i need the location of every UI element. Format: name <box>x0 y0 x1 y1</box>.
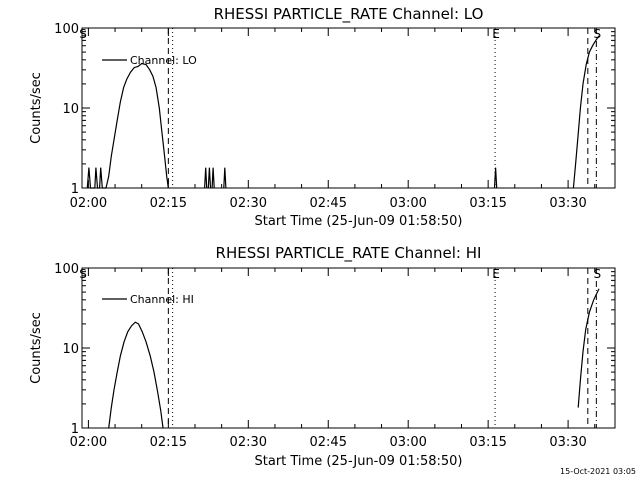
series-line <box>86 62 169 189</box>
x-tick-label: 02:45 <box>310 196 347 211</box>
x-tick-label: 02:15 <box>150 435 187 450</box>
x-tick-label: 03:15 <box>469 435 506 450</box>
series-line <box>204 167 208 189</box>
y-tick-label: 10 <box>62 102 79 117</box>
event-marker-label: S <box>79 27 87 41</box>
x-tick-label: 02:15 <box>150 196 187 211</box>
legend-label: Channel: HI <box>130 293 194 306</box>
x-tick-label: 03:00 <box>389 196 426 211</box>
series-line <box>493 167 498 189</box>
event-marker-label: S <box>594 27 602 41</box>
x-tick-label: 02:30 <box>230 196 267 211</box>
lo-channel-panel: RHESSI PARTICLE_RATE Channel: LO 1 10 100 02… <box>29 5 616 229</box>
chart-title: RHESSI PARTICLE_RATE Channel: HI <box>216 244 482 263</box>
y-tick-label: 1 <box>71 182 79 197</box>
plot-frame <box>81 27 616 189</box>
series-line <box>211 167 215 189</box>
event-marker-label: E <box>492 267 500 281</box>
x-tick-label: 02:00 <box>70 196 107 211</box>
series-line <box>572 35 600 189</box>
x-axis-label: Start Time (25-Jun-09 01:58:50) <box>255 214 463 229</box>
legend-label: Channel: LO <box>130 54 197 67</box>
series-line <box>577 288 600 408</box>
series-line <box>108 321 164 429</box>
y-axis-label: Counts/sec <box>29 312 44 384</box>
chart-title: RHESSI PARTICLE_RATE Channel: LO <box>214 5 484 24</box>
hi-channel-panel: RHESSI PARTICLE_RATE Channel: HI 1 10 100 02… <box>29 244 616 469</box>
event-marker-label: S <box>594 267 602 281</box>
generated-timestamp: 15-Oct-2021 03:05 <box>560 467 636 476</box>
x-tick-label: 03:30 <box>549 435 586 450</box>
x-tick-label: 03:15 <box>469 196 506 211</box>
y-tick-label: 1 <box>71 422 79 437</box>
x-tick-label: 02:45 <box>310 435 347 450</box>
y-axis-label: Counts/sec <box>29 72 44 144</box>
y-tick-label: 100 <box>54 22 79 37</box>
x-tick-label: 02:30 <box>230 435 267 450</box>
plot-frame <box>81 267 616 429</box>
y-tick-label: 10 <box>62 342 79 357</box>
series-line <box>207 167 212 189</box>
event-marker-label: S <box>79 267 87 281</box>
event-marker-label: E <box>492 27 500 41</box>
x-tick-label: 02:00 <box>70 435 107 450</box>
y-tick-label: 100 <box>54 262 79 277</box>
x-axis-label: Start Time (25-Jun-09 01:58:50) <box>255 454 463 469</box>
series-line <box>223 167 227 189</box>
x-tick-label: 03:30 <box>549 196 586 211</box>
x-tick-label: 03:00 <box>389 435 426 450</box>
